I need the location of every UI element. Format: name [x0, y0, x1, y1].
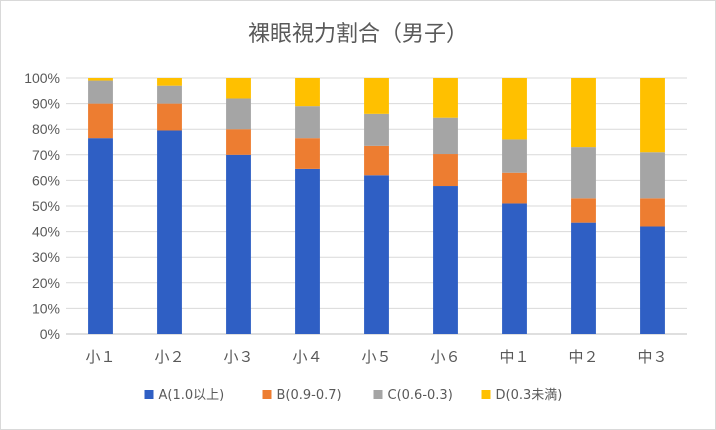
- y-tick-label: 60%: [32, 172, 60, 188]
- x-category-label: 中３: [637, 348, 667, 366]
- x-axis-categories: 小１ 小２ 小３ 小４ 小５ 小６ 中１ 中２ 中３: [85, 348, 667, 366]
- bar-segment: [295, 78, 320, 107]
- bar-segment: [433, 117, 458, 155]
- x-category-label: 小６: [430, 348, 460, 366]
- bar-segment: [640, 78, 665, 153]
- y-tick-label: 90%: [32, 96, 60, 112]
- bar-segment: [157, 85, 182, 104]
- bar-segment: [88, 138, 113, 334]
- bar-segment: [295, 138, 320, 169]
- y-tick-label: 100%: [24, 70, 60, 86]
- legend-label: A(1.0以上): [159, 388, 225, 403]
- bar-segment: [640, 152, 665, 199]
- bar-segment: [502, 203, 527, 334]
- bar-segment: [157, 130, 182, 334]
- bar-segment: [571, 198, 596, 223]
- bar-segment: [226, 98, 251, 130]
- y-tick-label: 40%: [32, 224, 60, 240]
- bar-segment: [226, 78, 251, 99]
- chart-title: 裸眼視力割合（男子）: [248, 22, 468, 47]
- bar-segment: [433, 186, 458, 334]
- bar-segment: [571, 222, 596, 334]
- legend-swatch: [373, 390, 383, 399]
- legend-label: C(0.6-0.3): [388, 388, 453, 403]
- y-tick-label: 80%: [32, 121, 60, 137]
- bar-segment: [364, 175, 389, 334]
- bar-segment: [88, 78, 113, 81]
- legend-swatch: [481, 390, 491, 399]
- x-category-label: 小４: [292, 348, 322, 366]
- bar-segment: [502, 78, 527, 140]
- bar-segment: [364, 145, 389, 176]
- y-tick-label: 30%: [32, 249, 60, 265]
- bar-segment: [502, 139, 527, 173]
- x-category-label: 小１: [85, 348, 115, 366]
- bar-segment: [226, 129, 251, 155]
- legend-swatch: [144, 390, 154, 399]
- x-category-label: 中１: [499, 348, 529, 366]
- bar-segment: [433, 78, 458, 118]
- y-tick-label: 0%: [40, 326, 60, 342]
- x-category-label: 小３: [223, 348, 253, 366]
- bar-segment: [364, 113, 389, 146]
- y-tick-label: 50%: [32, 198, 60, 214]
- bar-segment: [295, 168, 320, 334]
- bar-segment: [226, 154, 251, 334]
- y-tick-label: 20%: [32, 275, 60, 291]
- bar-segment: [571, 78, 596, 148]
- bar-segment: [157, 103, 182, 131]
- x-category-label: 小２: [154, 348, 184, 366]
- legend-label: B(0.9-0.7): [277, 388, 342, 403]
- y-tick-label: 70%: [32, 147, 60, 163]
- bar-segment: [364, 78, 389, 114]
- x-category-label: 小５: [361, 348, 391, 366]
- bar-segment: [157, 78, 182, 86]
- bar-segment: [88, 103, 113, 139]
- legend-label: D(0.3未満): [496, 388, 563, 403]
- bar-segment: [571, 147, 596, 199]
- x-category-label: 中２: [568, 348, 598, 366]
- bar-segment: [295, 106, 320, 139]
- bar-segment: [640, 226, 665, 334]
- bar-segment: [502, 172, 527, 204]
- y-tick-label: 10%: [32, 300, 60, 316]
- y-axis-ticks: 0% 10% 20% 30% 40% 50% 60% 70% 80% 90% 100%: [24, 70, 60, 342]
- legend-swatch: [262, 390, 272, 399]
- bar-segment: [88, 80, 113, 104]
- bars: [88, 78, 665, 334]
- bar-segment: [640, 198, 665, 227]
- bar-segment: [433, 154, 458, 187]
- legend: A(1.0以上) B(0.9-0.7) C(0.6-0.3) D(0.3未満): [144, 388, 563, 403]
